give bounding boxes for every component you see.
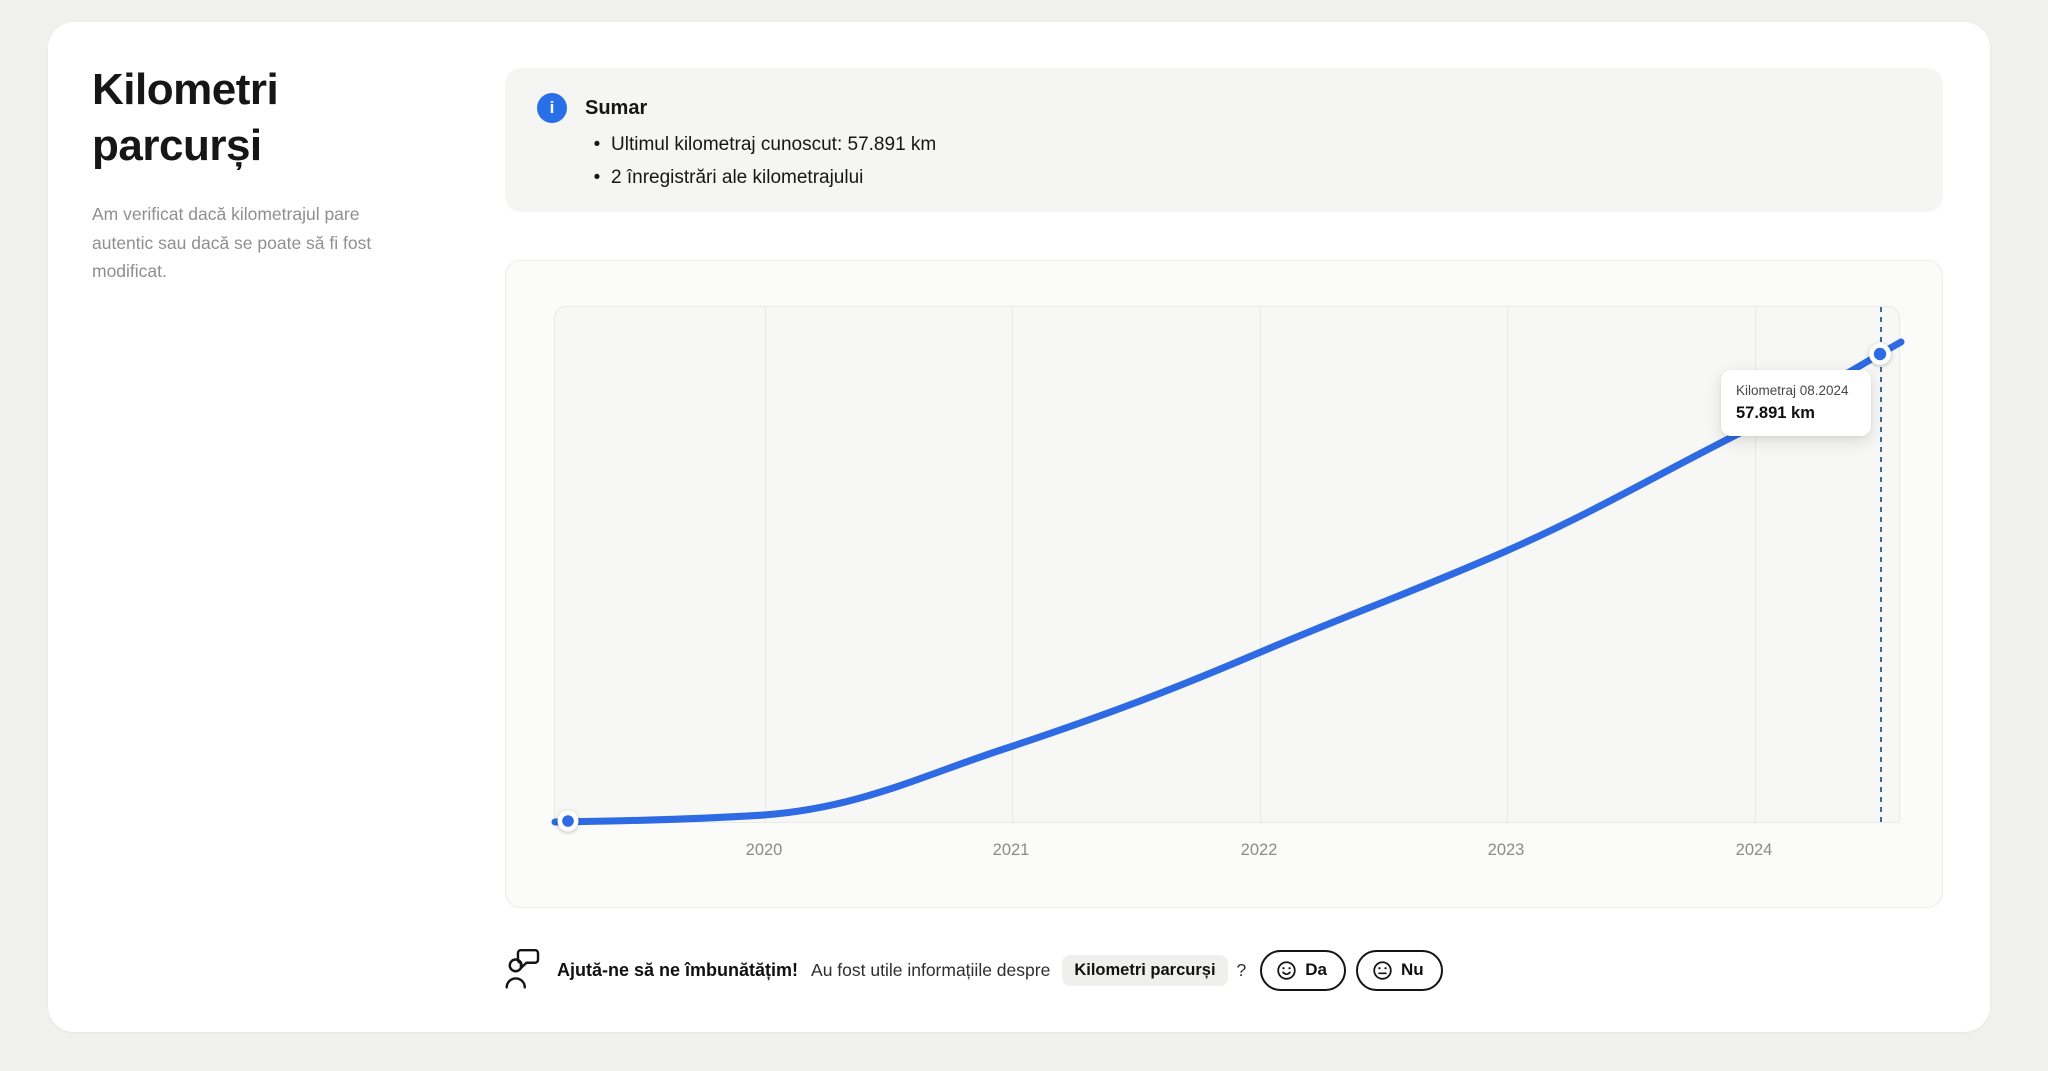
summary-title: Sumar <box>585 97 648 119</box>
feedback-bar: Ajută-ne să ne îmbunătățim! Au fost util… <box>505 948 1453 992</box>
x-tick-2024: 2024 <box>1735 841 1773 859</box>
summary-box: i Sumar • Ultimul kilometraj cunoscut: 5… <box>505 68 1943 212</box>
feedback-no-label: Nu <box>1401 960 1424 979</box>
mileage-curve <box>551 338 1905 826</box>
summary-list: • Ultimul kilometraj cunoscut: 57.891 km… <box>585 128 937 194</box>
gridline-2022 <box>1260 307 1261 822</box>
bullet: • <box>593 167 601 188</box>
feedback-heading: Ajută-ne să ne îmbunătățim! <box>557 959 799 980</box>
feedback-no-button[interactable]: Nu <box>1356 949 1443 991</box>
summary-item: • 2 înregistrări ale kilometrajului <box>585 161 936 194</box>
info-icon: i <box>537 93 567 123</box>
feedback-topic-badge: Kilometri parcurși <box>1062 954 1228 986</box>
x-tick-2020: 2020 <box>745 841 783 859</box>
summary-item: • Ultimul kilometraj cunoscut: 57.891 km <box>585 128 937 161</box>
gridline-2020 <box>765 307 766 822</box>
neutral-face-icon <box>1372 960 1393 981</box>
first-record-marker[interactable] <box>557 810 579 832</box>
gridline-2023 <box>1507 307 1508 822</box>
page-description: Am verificat dacă kilometrajul pare aute… <box>92 204 372 281</box>
report-section-card: Kilometri parcurși Am verificat dacă kil… <box>48 22 1990 1032</box>
feedback-yes-label: Da <box>1305 960 1328 979</box>
tooltip-value: 57.891 km <box>1736 404 1815 422</box>
x-axis: 2020 2021 2022 2023 2024 <box>554 841 1900 865</box>
gridline-2024 <box>1755 307 1756 822</box>
feedback-question: Au fost utile informațiile despre <box>811 959 1051 980</box>
last-record-marker[interactable] <box>1869 343 1891 365</box>
happy-face-icon <box>1276 960 1297 981</box>
mileage-line-chart <box>551 307 1905 832</box>
feedback-question-mark: ? <box>1236 959 1247 980</box>
x-tick-2021: 2021 <box>992 841 1030 859</box>
feedback-person-icon <box>505 947 541 994</box>
info-icon-glyph: i <box>549 98 555 117</box>
x-tick-2022: 2022 <box>1240 841 1278 859</box>
feedback-yes-button[interactable]: Da <box>1260 949 1347 991</box>
mileage-chart-card: Kilometraj 08.2024 57.891 km 2020 2021 2… <box>505 260 1943 908</box>
summary-content: Sumar • Ultimul kilometraj cunoscut: 57.… <box>585 93 936 194</box>
summary-item-text: 2 înregistrări ale kilometrajului <box>611 167 864 188</box>
summary-item-text: Ultimul kilometraj cunoscut: 57.891 km <box>611 134 937 155</box>
section-header: Kilometri parcurși Am verificat dacă kil… <box>92 62 422 286</box>
tooltip-label: Kilometraj 08.2024 <box>1736 383 1849 398</box>
x-tick-2023: 2023 <box>1487 841 1525 859</box>
chart-plot-area[interactable]: Kilometraj 08.2024 57.891 km <box>551 306 1905 832</box>
page-title: Kilometri parcurși <box>92 65 279 170</box>
bullet: • <box>593 134 601 155</box>
chart-tooltip: Kilometraj 08.2024 57.891 km <box>1721 370 1871 436</box>
gridline-2021 <box>1012 307 1013 822</box>
